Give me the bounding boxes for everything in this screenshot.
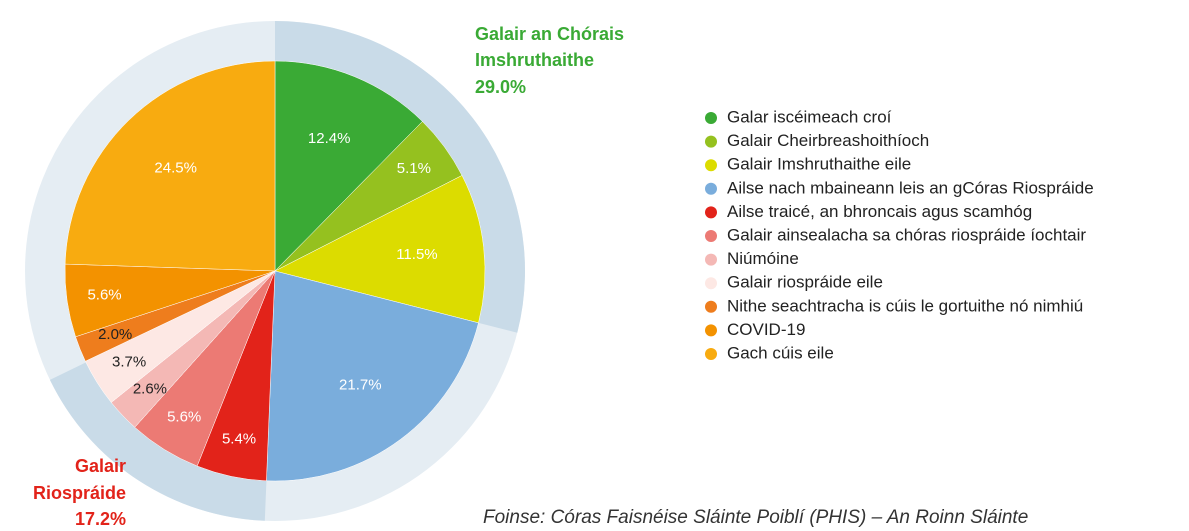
group-ring — [49, 362, 267, 521]
legend-label: Galair ainsealacha sa chóras riospráide … — [727, 225, 1086, 244]
data-label: 5.6% — [167, 408, 201, 425]
group-value: 17.2% — [75, 509, 126, 529]
legend-label: COVID-19 — [727, 320, 805, 339]
pie-slice — [64, 60, 276, 272]
legend-label: Niúmóine — [727, 249, 799, 268]
legend-swatch — [705, 206, 717, 219]
data-label: 5.1% — [397, 160, 431, 177]
data-label: 12.4% — [308, 130, 351, 147]
legend-swatch — [705, 112, 717, 124]
legend-swatch — [705, 277, 717, 290]
group-name-cont: Riospráide — [33, 483, 126, 503]
legend-label: Galair riospráide eile — [727, 273, 883, 292]
legend-label: Galar iscéimeach croí — [727, 107, 892, 126]
legend-swatch — [705, 135, 717, 148]
legend-label: Ailse traicé, an bhroncais agus scamhóg — [727, 202, 1032, 221]
group-ring — [275, 21, 525, 333]
group-name-cont: Imshruthaithe — [475, 50, 594, 70]
group-name: Galair — [75, 456, 126, 476]
legend-label: Nithe seachtracha is cúis le gortuithe n… — [727, 296, 1083, 315]
data-label: 2.0% — [98, 326, 132, 343]
legend-label: Gach cúis eile — [727, 343, 834, 362]
legend-swatch — [705, 324, 717, 337]
data-label: 21.7% — [339, 376, 382, 393]
group-value: 29.0% — [475, 77, 526, 97]
data-label: 3.7% — [112, 353, 146, 370]
group-name: Galair an Chórais — [475, 24, 624, 44]
group-label: Galair an Chórais Imshruthaithe — [475, 24, 624, 70]
data-label: 24.5% — [154, 159, 197, 176]
legend-swatch — [705, 348, 717, 360]
legend-label: Galair Imshruthaithe eile — [727, 155, 911, 174]
data-label: 2.6% — [133, 380, 167, 397]
legend-swatch — [705, 300, 717, 313]
data-label: 11.5% — [396, 246, 437, 263]
legend-swatch — [705, 230, 717, 242]
data-label: 5.6% — [87, 286, 121, 303]
legend-swatch — [705, 182, 717, 195]
data-label: 5.4% — [222, 430, 256, 447]
legend-swatch — [705, 253, 717, 266]
legend-label: Galair Cheirbreashoithíoch — [727, 131, 929, 150]
legend-swatch — [705, 159, 717, 172]
source: Foinse: Córas Faisnéise Sláinte Poiblí (… — [483, 507, 1028, 528]
legend-label: Ailse nach mbaineann leis an gCóras Rios… — [727, 178, 1094, 197]
group-label: Galair Riospráide — [33, 456, 126, 503]
